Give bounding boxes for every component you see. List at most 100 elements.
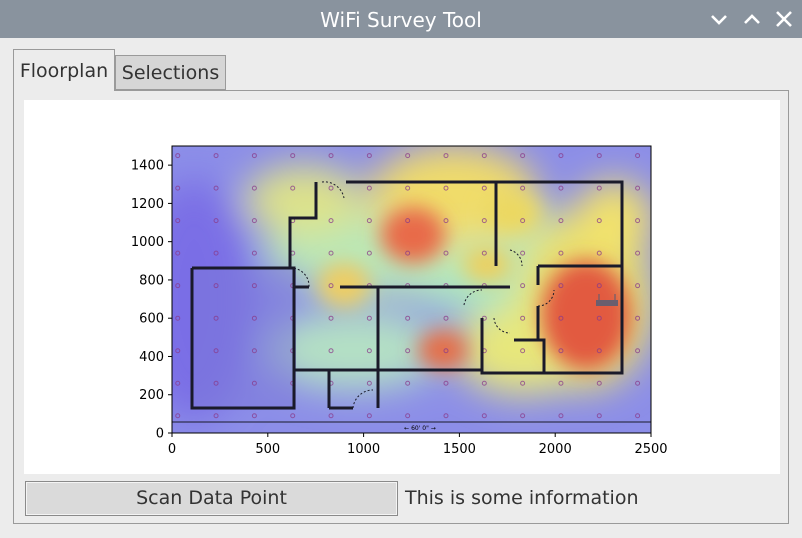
survey-point-marker <box>366 413 372 419</box>
survey-point-marker <box>213 348 219 354</box>
survey-point-marker <box>520 315 526 321</box>
survey-point-marker <box>366 153 372 159</box>
survey-point-marker <box>596 153 602 159</box>
survey-point-marker <box>443 185 449 191</box>
x-tick-label: 0 <box>168 442 176 457</box>
survey-point-marker <box>635 380 641 386</box>
floorplan-walls <box>172 180 651 423</box>
y-axis: 0 200 400 600 800 1000 1200 1400 <box>131 159 172 442</box>
survey-point-marker <box>175 315 181 321</box>
survey-point-marker <box>251 153 257 159</box>
survey-point-marker <box>596 380 602 386</box>
survey-point-marker <box>251 348 257 354</box>
axes-frame <box>171 145 652 434</box>
survey-point-marker <box>558 153 564 159</box>
x-tick-label: 2000 <box>539 442 572 457</box>
survey-points <box>175 153 641 419</box>
survey-point-marker <box>635 315 641 321</box>
hotspot-3 <box>418 330 468 370</box>
survey-point-marker <box>596 218 602 224</box>
survey-point-marker <box>405 218 411 224</box>
survey-point-marker <box>175 283 181 289</box>
survey-point-marker <box>443 413 449 419</box>
tab-floorplan[interactable]: Floorplan <box>13 49 115 91</box>
survey-point-marker <box>328 315 334 321</box>
chevron-down-icon <box>711 15 727 25</box>
survey-point-marker <box>443 153 449 159</box>
survey-point-marker <box>635 218 641 224</box>
survey-point-marker <box>251 218 257 224</box>
survey-point-marker <box>520 218 526 224</box>
survey-point-marker <box>175 413 181 419</box>
x-tick-label: 1000 <box>347 442 380 457</box>
scan-data-point-button[interactable]: Scan Data Point <box>25 481 398 516</box>
survey-point-marker <box>558 218 564 224</box>
survey-point-marker <box>520 380 526 386</box>
survey-point-marker <box>596 283 602 289</box>
survey-point-marker <box>481 380 487 386</box>
y-tick-label: 1200 <box>131 197 164 212</box>
hotspot-6 <box>463 247 511 283</box>
survey-point-marker <box>328 185 334 191</box>
survey-point-marker <box>635 250 641 256</box>
survey-point-marker <box>290 185 296 191</box>
close-button[interactable] <box>773 8 795 30</box>
survey-point-marker <box>366 218 372 224</box>
y-tick-label: 0 <box>156 427 164 442</box>
survey-point-marker <box>635 348 641 354</box>
tab-selections[interactable]: Selections <box>115 55 226 90</box>
floorplan-plot: ← 60' 0" → 0 500 1000 1500 2000 2500 0 200 400 6… <box>24 100 780 474</box>
survey-point-marker <box>213 283 219 289</box>
survey-point-marker <box>520 348 526 354</box>
survey-point-marker <box>213 250 219 256</box>
survey-point-marker <box>175 218 181 224</box>
survey-point-marker <box>443 315 449 321</box>
minimize-button[interactable] <box>708 8 730 30</box>
x-tick-label: 1500 <box>443 442 476 457</box>
survey-point-marker <box>596 315 602 321</box>
y-tick-label: 1000 <box>131 235 164 250</box>
survey-point-marker <box>213 185 219 191</box>
title-bar: WiFi Survey Tool <box>0 0 802 38</box>
survey-point-marker <box>251 283 257 289</box>
y-tick-label: 800 <box>139 273 164 288</box>
survey-point-marker <box>520 153 526 159</box>
survey-point-marker <box>520 185 526 191</box>
survey-point-marker <box>520 250 526 256</box>
x-tick-label: 500 <box>255 442 280 457</box>
y-tick-label: 1400 <box>131 159 164 174</box>
survey-point-marker <box>405 185 411 191</box>
y-tick-label: 400 <box>139 350 164 365</box>
survey-point-marker <box>366 380 372 386</box>
maximize-button[interactable] <box>741 8 763 30</box>
heatmap-layer <box>172 146 651 433</box>
survey-point-marker <box>366 315 372 321</box>
survey-point-marker <box>558 283 564 289</box>
survey-point-marker <box>481 153 487 159</box>
survey-point-marker <box>558 380 564 386</box>
survey-point-marker <box>213 380 219 386</box>
survey-point-marker <box>405 250 411 256</box>
router-icon <box>596 294 618 306</box>
survey-point-marker <box>213 153 219 159</box>
survey-point-marker <box>481 250 487 256</box>
survey-point-marker <box>405 380 411 386</box>
survey-point-marker <box>635 283 641 289</box>
survey-point-marker <box>443 348 449 354</box>
y-tick-label: 600 <box>139 312 164 327</box>
survey-point-marker <box>213 413 219 419</box>
survey-point-marker <box>558 348 564 354</box>
survey-point-marker <box>328 413 334 419</box>
survey-point-marker <box>251 380 257 386</box>
survey-point-marker <box>520 413 526 419</box>
survey-point-marker <box>251 315 257 321</box>
survey-point-marker <box>328 348 334 354</box>
x-tick-label: 2500 <box>634 442 667 457</box>
survey-point-marker <box>405 348 411 354</box>
survey-point-marker <box>213 315 219 321</box>
survey-point-marker <box>175 250 181 256</box>
survey-point-marker <box>558 185 564 191</box>
window-title: WiFi Survey Tool <box>320 8 482 32</box>
survey-point-marker <box>328 153 334 159</box>
x-axis: 0 500 1000 1500 2000 2500 <box>168 433 668 457</box>
